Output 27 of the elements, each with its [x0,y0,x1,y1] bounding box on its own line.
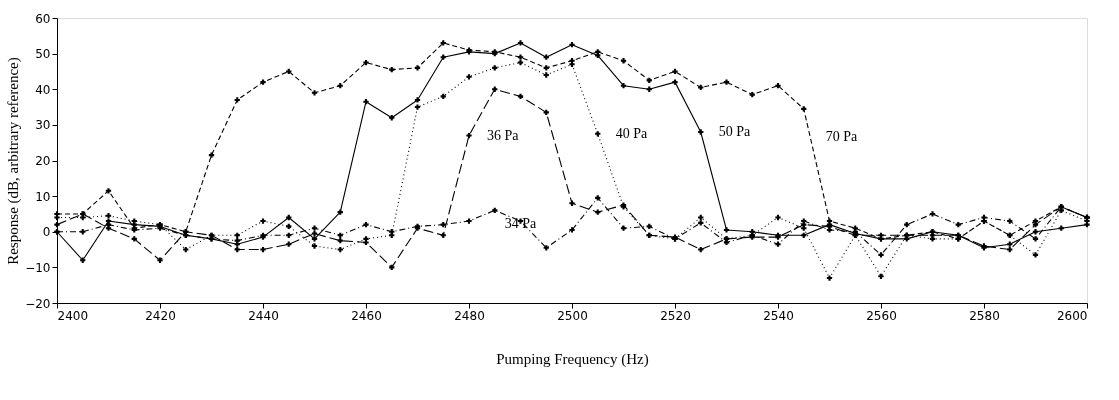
y-tick-label: 0 [42,225,51,240]
x-tick-label: 2480 [454,308,485,323]
y-tick-label: 30 [35,118,51,133]
y-tick-label: 40 [35,82,51,97]
series-label: 70 Pa [825,128,859,144]
series-label: 34 Pa [504,216,538,232]
x-tick-label: 2420 [145,308,176,323]
x-tick-label: 2400 [57,308,89,323]
y-tick-label: −20 [25,296,51,311]
x-axis-title: Pumping Frequency (Hz) [496,350,649,368]
series-label: 36 Pa [487,127,520,143]
series-label: 50 Pa [718,124,752,139]
y-tick-label: −10 [25,260,51,275]
y-axis-title: Response (dB, arbitrary reference) [5,57,23,265]
x-tick-label: 2560 [866,308,897,323]
x-tick-label: 2520 [660,308,691,323]
y-tick-label: 60 [35,11,51,26]
x-tick-label: 2500 [557,308,588,323]
y-tick-label: 50 [35,47,51,62]
series-label: 40 Pa [615,125,649,141]
x-tick-label: 2440 [248,308,279,323]
x-tick-label: 2540 [763,308,794,323]
x-tick-label: 2460 [351,308,382,323]
x-tick-label: 2580 [969,308,1000,323]
y-tick-label: 20 [35,154,51,168]
y-tick-label: 10 [35,189,51,204]
x-tick-label: 2600 [1056,308,1088,323]
